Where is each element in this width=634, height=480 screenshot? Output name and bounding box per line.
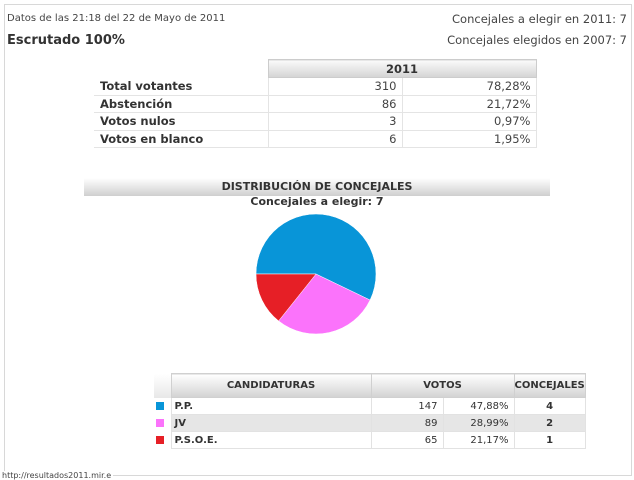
concejales-pie-chart — [255, 213, 377, 335]
party-votes: 89 — [370, 414, 444, 432]
table-row: JV 89 28,99% 2 — [154, 414, 586, 432]
concejales-a-elegir: Concejales a elegir en 2011: 7 — [452, 12, 627, 26]
data-timestamp: Datos de las 21:18 del 22 de Mayo de 201… — [7, 13, 226, 24]
table-row: Votos en blanco 6 1,95% — [94, 129, 537, 148]
party-color-swatch — [156, 401, 164, 410]
pie-slice-p-p — [255, 213, 377, 301]
party-votes: 65 — [370, 431, 444, 449]
party-votes: 147 — [370, 397, 444, 415]
pie-slice-jv — [278, 273, 371, 335]
party-concejales: 2 — [513, 414, 586, 432]
status-bar-url: http://resultados2011.mir.e — [0, 471, 114, 480]
row-label: Total votantes — [94, 77, 268, 96]
concejales-elegidos: Concejales elegidos en 2007: 7 — [447, 33, 627, 47]
party-concejales: 4 — [513, 397, 586, 415]
candidates-table: CANDIDATURAS VOTOS CONCEJALES P.P. 147 4… — [154, 373, 586, 449]
row-label: Abstención — [94, 95, 268, 113]
party-name: P.P. — [170, 397, 372, 415]
distribution-subtitle: Concejales a elegir: 7 — [250, 195, 384, 208]
party-color-swatch — [156, 435, 164, 444]
row-label: Votos en blanco — [94, 130, 268, 148]
party-vote-percent: 21,17% — [442, 431, 515, 449]
row-count: 3 — [267, 112, 403, 131]
candidaturas-header: CANDIDATURAS — [170, 373, 372, 398]
table-row: P.P. 147 47,88% 4 — [154, 397, 586, 415]
row-percent: 21,72% — [401, 94, 537, 113]
party-name: P.S.O.E. — [170, 431, 372, 449]
distribution-title: DISTRIBUCIÓN DE CONCEJALES — [84, 178, 550, 196]
pie-slice-p-s-o-e — [255, 273, 317, 322]
row-label: Votos nulos — [94, 112, 268, 131]
row-count: 310 — [267, 77, 403, 96]
party-vote-percent: 28,99% — [442, 414, 515, 432]
table-row: P.S.O.E. 65 21,17% 1 — [154, 431, 586, 449]
row-count: 86 — [267, 94, 403, 113]
party-name: JV — [170, 414, 372, 432]
year-header: 2011 — [267, 59, 537, 78]
participation-table: 2011 Total votantes 310 78,28% Abstenció… — [94, 59, 537, 148]
votos-header: VOTOS — [370, 373, 515, 398]
party-color-swatch — [156, 418, 164, 427]
party-vote-percent: 47,88% — [442, 397, 515, 415]
table-row: Abstención 86 21,72% — [94, 94, 537, 113]
concejales-header: CONCEJALES — [513, 373, 586, 398]
row-count: 6 — [267, 129, 403, 148]
party-concejales: 1 — [513, 431, 586, 449]
escrutado-status: Escrutado 100% — [7, 33, 125, 48]
row-percent: 78,28% — [401, 77, 537, 96]
row-percent: 1,95% — [401, 129, 537, 148]
table-row: Votos nulos 3 0,97% — [94, 112, 537, 131]
row-percent: 0,97% — [401, 112, 537, 131]
table-row: Total votantes 310 78,28% — [94, 77, 537, 96]
